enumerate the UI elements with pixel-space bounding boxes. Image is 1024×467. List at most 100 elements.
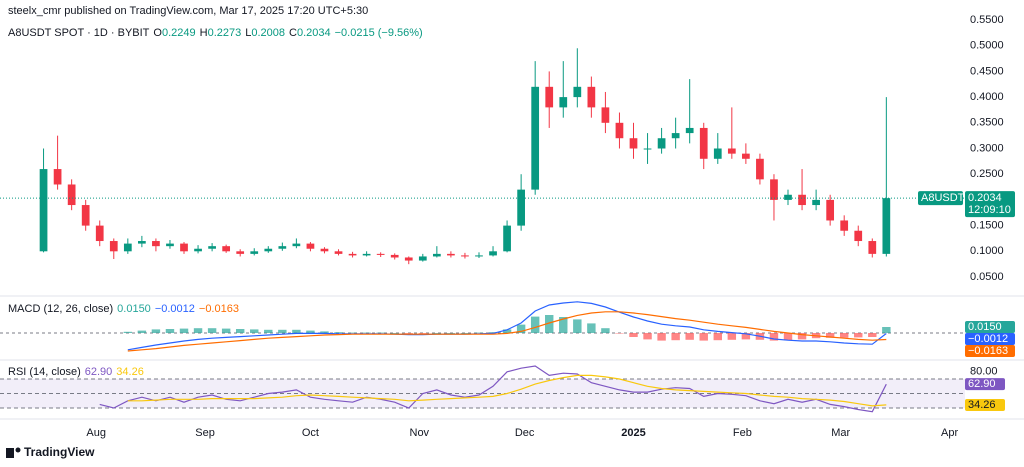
ohlc-key: O: [153, 27, 162, 39]
histogram-bar: [432, 333, 442, 334]
candle-body: [756, 158, 764, 180]
candle-body: [194, 248, 202, 252]
rsi-line: [127, 374, 887, 407]
legend-value: 62.90: [84, 366, 113, 378]
y-tick-label: 0.2500: [970, 168, 1004, 180]
candle-body: [376, 253, 385, 255]
ohlc-value: 0.2034: [296, 27, 331, 39]
x-tick-label: Feb: [733, 427, 752, 439]
histogram-bar: [699, 333, 708, 341]
candle-body: [784, 194, 792, 200]
value-tag-bg: [965, 333, 1015, 345]
candle-body: [109, 241, 118, 252]
candle-body: [854, 230, 863, 242]
candle-body: [306, 243, 315, 249]
candle-body: [250, 251, 259, 254]
value-tag: −0.0012: [968, 333, 1008, 345]
candle-body: [587, 86, 596, 108]
histogram-bar: [418, 333, 428, 334]
candle-body: [67, 184, 76, 206]
candle-body: [208, 246, 216, 249]
candle-body: [531, 86, 540, 190]
candle-body: [643, 148, 652, 150]
candle-body: [152, 241, 160, 247]
histogram-bar: [516, 324, 526, 333]
value-tag: −0.0163: [968, 345, 1008, 357]
symbol-title: A8USDT SPOT · 1D · BYBIT: [8, 27, 150, 39]
candle-body: [699, 127, 708, 159]
histogram-bar: [474, 332, 484, 334]
histogram-bar: [727, 333, 737, 340]
rsi-legend: RSI (14, close) 62.90 34.26: [8, 366, 148, 378]
x-tick-label: Mar: [831, 427, 850, 439]
candle-body: [432, 253, 441, 257]
histogram-bar: [460, 333, 470, 334]
x-tick-label: Apr: [941, 427, 958, 439]
candle-body: [138, 241, 146, 244]
legend-value: −0.0163: [198, 303, 239, 315]
histogram-bar: [151, 329, 161, 333]
histogram-bar: [769, 333, 779, 341]
candle-body: [713, 148, 722, 159]
candle-body: [559, 97, 568, 108]
value-tag: 34.26: [968, 399, 996, 411]
histogram-bar: [825, 333, 835, 338]
histogram-bar: [685, 333, 694, 340]
histogram-bar: [137, 330, 147, 333]
x-tick-label: Oct: [302, 427, 319, 439]
histogram-bar: [797, 333, 807, 340]
symbol-tag-bg: [918, 191, 963, 206]
histogram-bar: [376, 332, 385, 334]
candle-body: [123, 243, 132, 252]
candle-body: [390, 254, 399, 258]
candle-body: [166, 243, 174, 247]
candle-body: [826, 199, 835, 221]
price-tag-bg: [965, 191, 1015, 218]
candle-body: [418, 256, 427, 261]
rsi-line: [99, 365, 887, 413]
candle-body: [840, 220, 849, 231]
histogram-bar: [278, 329, 287, 333]
candle-body: [503, 225, 511, 252]
y-tick-label: 0.3000: [970, 142, 1004, 154]
histogram-bar: [629, 333, 638, 337]
price-legend: A8USDT SPOT · 1D · BYBIT O0.2249 H0.2273 L0…: [8, 27, 427, 39]
candle-body: [39, 169, 48, 252]
candle-body: [517, 189, 525, 226]
candle-body: [868, 241, 877, 254]
x-tick-label: Aug: [86, 427, 106, 439]
histogram-bar: [221, 328, 231, 333]
histogram-bar: [179, 328, 189, 333]
histogram-bar: [306, 330, 315, 333]
macd-line: [127, 301, 887, 351]
ohlc-value: 0.2008: [251, 27, 286, 39]
histogram-bar: [839, 333, 849, 338]
candle-body: [278, 246, 287, 249]
y-tick-label: 0.5000: [970, 40, 1004, 52]
candle-body: [770, 179, 778, 200]
histogram-bar: [348, 332, 357, 334]
candle-body: [489, 251, 497, 256]
histogram-bar: [207, 328, 217, 333]
candle-body: [447, 253, 455, 256]
histogram-bar: [783, 333, 793, 341]
candle-body: [53, 169, 62, 185]
candle-body: [95, 225, 104, 242]
histogram-bar: [193, 328, 203, 333]
ohlc-key: C: [289, 27, 297, 39]
candle-body: [348, 253, 357, 256]
candle-body: [601, 107, 610, 123]
histogram-bar: [882, 327, 891, 333]
candle-body: [320, 248, 329, 252]
value-tag: 62.90: [968, 378, 996, 390]
candle-body: [629, 138, 638, 149]
logo-icon: [6, 447, 21, 458]
histogram-bar: [573, 319, 582, 333]
histogram-bar: [264, 329, 273, 333]
macd-legend: MACD (12, 26, close) 0.0150 −0.0012 −0.0163: [8, 303, 243, 315]
y-tick-label: 80.00: [970, 366, 998, 378]
candle-body: [264, 248, 273, 252]
candle-body: [222, 246, 231, 252]
